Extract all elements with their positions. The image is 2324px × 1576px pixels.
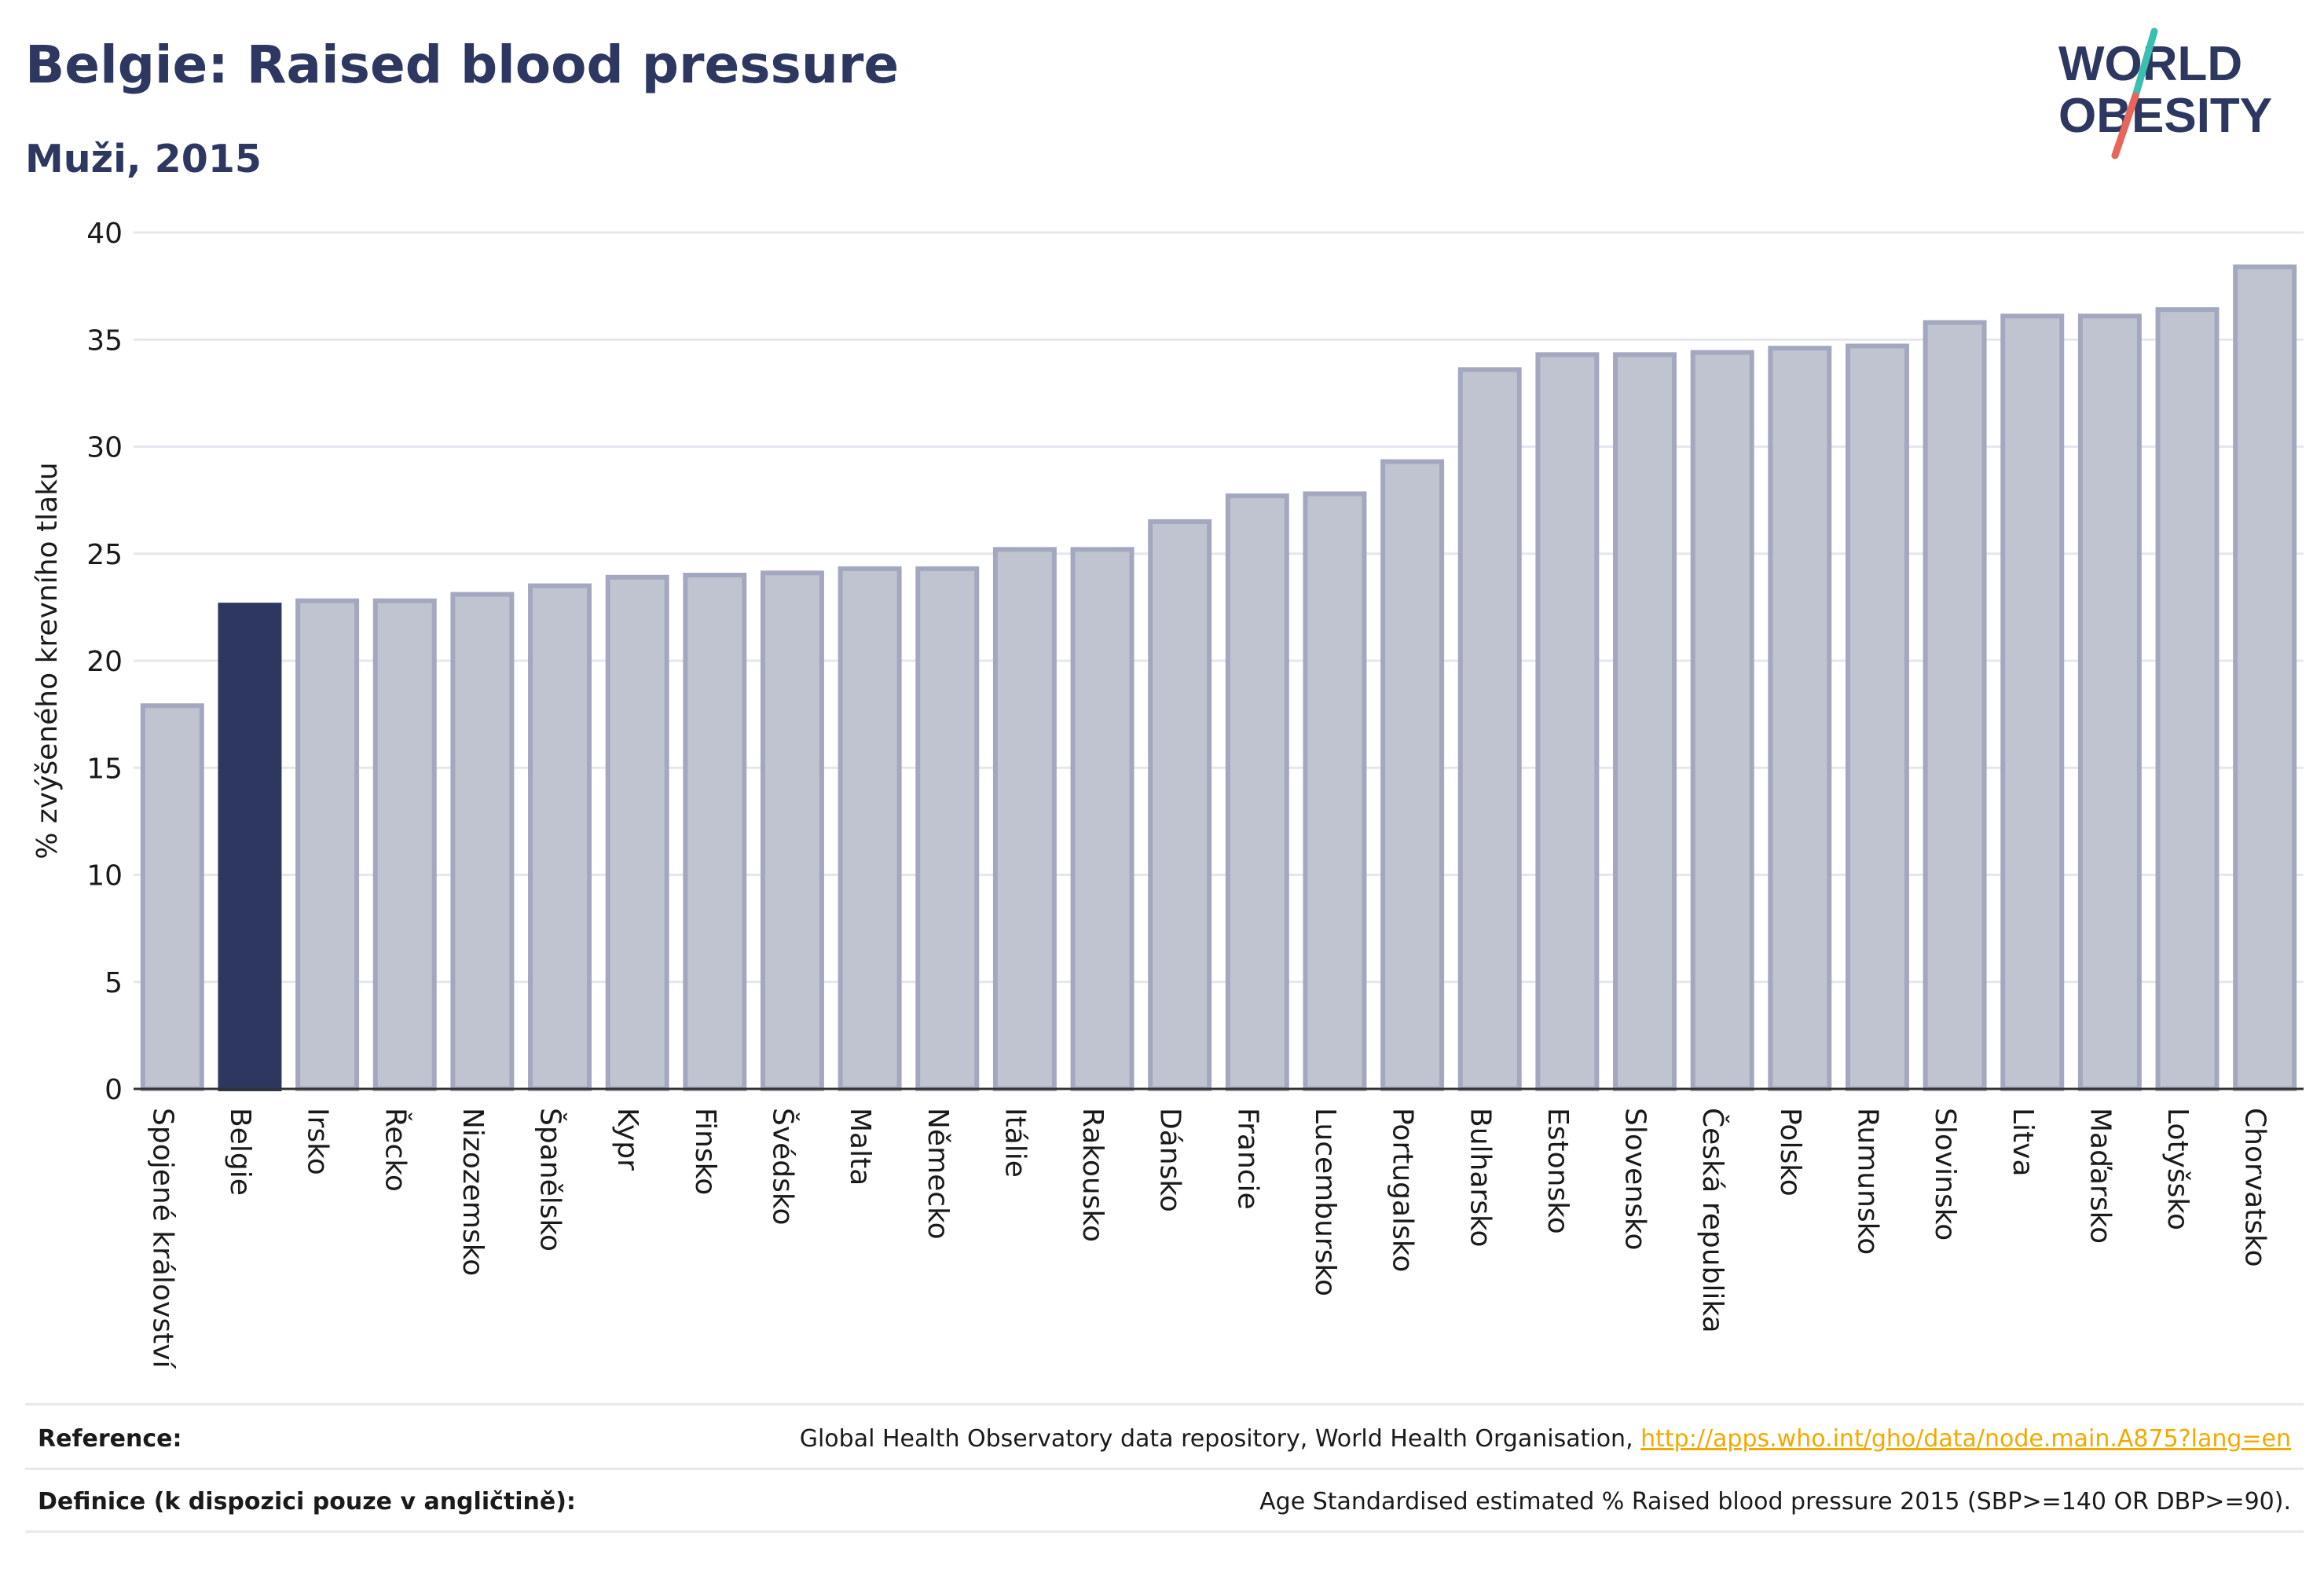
y-tick-label: 30 <box>86 432 123 464</box>
x-tick-label: Dánsko <box>1154 1108 1186 1212</box>
logo-word-obesity: OBESITY <box>2058 89 2272 143</box>
definition-label: Definice (k dispozici pouze v angličtině… <box>38 1488 576 1516</box>
bar <box>450 592 515 1091</box>
bar <box>1845 343 1909 1092</box>
x-tick-label: Maďarsko <box>2084 1108 2116 1244</box>
x-axis-ticks: Spojené království Belgie Irsko Řecko Nizoze… <box>146 1108 2271 1369</box>
x-tick-label: Kypr <box>611 1108 643 1171</box>
y-tick-label: 15 <box>86 753 123 785</box>
x-tick-label: Lucembursko <box>1309 1108 1341 1296</box>
reference-text: Global Health Observatory data repositor… <box>799 1425 1641 1453</box>
bar <box>2000 313 2065 1091</box>
x-tick-label: Polsko <box>1774 1108 1806 1197</box>
bar <box>1303 491 1367 1091</box>
bar <box>528 583 592 1091</box>
y-tick-label: 5 <box>104 967 123 999</box>
x-tick-label: Itálie <box>999 1108 1031 1178</box>
x-tick-label: Bulharsko <box>1464 1108 1496 1248</box>
x-tick-label: Rumunsko <box>1851 1108 1883 1255</box>
chart-title: Belgie: Raised blood pressure <box>25 35 900 95</box>
bar <box>1690 350 1754 1092</box>
bar <box>1768 346 1832 1091</box>
y-tick-label: 0 <box>104 1074 123 1106</box>
x-tick-label: Malta <box>844 1108 876 1186</box>
x-tick-label: Irsko <box>302 1108 334 1175</box>
bar <box>2077 313 2142 1091</box>
bar <box>1535 352 1600 1091</box>
bars <box>140 264 2297 1092</box>
bar <box>1457 367 1522 1091</box>
x-tick-label: Belgie <box>224 1108 256 1196</box>
y-tick-label: 35 <box>86 324 123 357</box>
footer-divider-middle <box>25 1468 2304 1470</box>
bar <box>2155 307 2220 1092</box>
x-tick-label: Slovinsko <box>1929 1108 1961 1241</box>
bar <box>683 573 747 1091</box>
bar <box>1148 519 1212 1091</box>
definition-text: Age Standardised estimated % Raised bloo… <box>1259 1488 2291 1516</box>
bar <box>1225 493 1289 1091</box>
bar-highlighted <box>218 603 282 1091</box>
bar <box>372 598 437 1091</box>
y-axis-ticks: 0 5 10 15 20 25 30 35 40 <box>86 218 123 1106</box>
bar <box>1613 352 1677 1091</box>
bar <box>605 574 669 1092</box>
x-tick-label: Litva <box>2007 1108 2039 1177</box>
logo-slash-top <box>2132 27 2158 100</box>
x-tick-label: Švédsko <box>766 1108 799 1226</box>
x-tick-label: Francie <box>1231 1108 1263 1210</box>
y-tick-label: 20 <box>86 646 123 678</box>
footer-divider-bottom <box>25 1530 2304 1533</box>
bar <box>295 598 360 1091</box>
world-obesity-logo: WORLD OBESITY <box>2058 27 2272 159</box>
reference-label: Reference: <box>38 1425 182 1453</box>
reference-value: Global Health Observatory data repositor… <box>800 1425 2291 1453</box>
bar <box>1380 459 1445 1091</box>
bar <box>992 547 1057 1091</box>
y-tick-label: 25 <box>86 539 123 571</box>
bar-chart: 0 5 10 15 20 25 30 35 40 Spojené království Belgi… <box>31 218 2304 1369</box>
x-tick-label: Německo <box>922 1108 954 1240</box>
x-tick-label: Estonsko <box>1541 1108 1574 1234</box>
x-tick-label: Nizozemsko <box>456 1108 489 1276</box>
bar <box>1070 547 1135 1091</box>
bar <box>838 566 902 1091</box>
y-axis-label: % zvýšeného krevního tlaku <box>31 462 64 859</box>
bar <box>760 570 824 1091</box>
x-tick-label: Chorvatsko <box>2239 1108 2271 1267</box>
bar <box>140 703 204 1091</box>
x-tick-label: Spojené království <box>146 1108 178 1369</box>
x-tick-label: Lotyšsko <box>2161 1108 2194 1230</box>
reference-link[interactable]: http://apps.who.int/gho/data/node.main.A… <box>1640 1425 2291 1453</box>
y-tick-label: 10 <box>86 860 123 892</box>
footer-divider-top <box>25 1403 2304 1406</box>
bar <box>2233 264 2297 1092</box>
logo-slash-bottom <box>2111 92 2139 159</box>
x-tick-label: Česká republika <box>1696 1108 1729 1333</box>
x-tick-label: Portugalsko <box>1387 1108 1419 1272</box>
bar <box>915 566 980 1091</box>
x-tick-label: Španělsko <box>534 1108 567 1252</box>
chart-subtitle: Muži, 2015 <box>25 137 262 181</box>
x-tick-label: Finsko <box>689 1108 721 1195</box>
x-tick-label: Rakousko <box>1076 1108 1109 1242</box>
bar <box>1923 320 1987 1091</box>
x-tick-label: Řecko <box>379 1108 412 1192</box>
y-tick-label: 40 <box>86 218 123 250</box>
x-tick-label: Slovensko <box>1619 1108 1651 1251</box>
